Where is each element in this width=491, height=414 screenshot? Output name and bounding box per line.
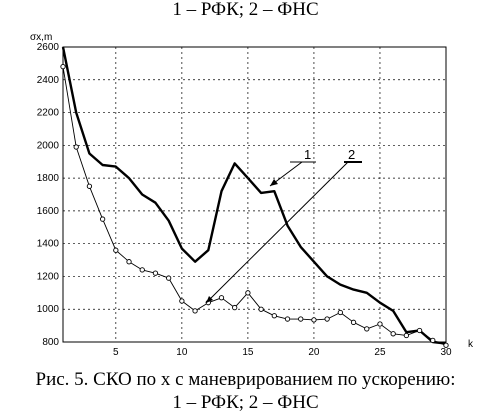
x-tick-label: 20 xyxy=(308,347,320,358)
series-2-point xyxy=(403,332,410,339)
y-tick-label: 2000 xyxy=(37,140,60,151)
series-2-point xyxy=(60,64,66,70)
x-axis-label: k xyxy=(468,339,474,350)
series-2-point xyxy=(73,144,79,150)
series-1-line xyxy=(61,46,447,345)
x-axis-ticks: 5 10 15 20 25 30 xyxy=(113,347,452,358)
series-group xyxy=(60,46,449,348)
annotation-1-arrowhead xyxy=(270,179,278,186)
annotation-2-label: 2 xyxy=(348,147,355,162)
y-tick-label: 800 xyxy=(42,337,59,348)
series-2-point xyxy=(271,313,277,319)
y-tick-label: 2400 xyxy=(37,75,60,86)
series-2-point xyxy=(139,267,145,273)
series-2-point xyxy=(152,270,159,276)
grid xyxy=(63,46,447,343)
caption-legend: 1 – РФК; 2 – ФНС xyxy=(172,392,319,413)
y-tick-label: 2200 xyxy=(37,108,60,119)
series-2-point xyxy=(350,319,357,325)
y-axis-ticks: 800 1000 1200 1400 1600 1800 2000 2200 2400 2600 xyxy=(37,42,60,348)
figure-caption: Рис. 5. СКО по x с маневрированием по ус… xyxy=(35,369,456,390)
y-tick-label: 1400 xyxy=(37,239,60,250)
series-2-point xyxy=(86,183,93,189)
x-tick-label: 10 xyxy=(176,347,188,358)
series-2-point xyxy=(298,316,304,322)
y-tick-label: 1200 xyxy=(37,271,60,282)
series-2-point xyxy=(284,316,291,322)
annotation-2-arrowhead xyxy=(206,296,213,303)
series-2-point xyxy=(192,308,198,314)
x-tick-label: 30 xyxy=(440,347,452,358)
series-2-point xyxy=(430,337,436,344)
series-2-point xyxy=(377,321,383,327)
series-2-point xyxy=(364,326,370,332)
series-2-point xyxy=(443,342,449,348)
caption-top: 1 – РФК; 2 – ФНС xyxy=(172,0,319,20)
series-2-point xyxy=(390,331,396,337)
x-tick-label: 5 xyxy=(113,347,119,358)
y-tick-label: 1000 xyxy=(37,304,60,315)
series-2-point xyxy=(245,290,251,296)
series-2-point xyxy=(416,327,423,334)
series-2-point xyxy=(218,295,225,301)
series-2-point xyxy=(179,298,185,304)
annotation-2-leader xyxy=(205,161,349,304)
y-tick-label: 2600 xyxy=(37,42,60,53)
series-2-point xyxy=(337,309,343,316)
series-2-point xyxy=(258,306,264,312)
x-tick-label: 25 xyxy=(374,347,386,358)
series-2-point xyxy=(324,316,330,322)
series-2-point xyxy=(311,317,317,323)
y-axis-label: σx,m xyxy=(30,32,52,43)
series-2-point xyxy=(126,259,132,265)
y-tick-label: 1600 xyxy=(37,206,60,217)
x-tick-label: 15 xyxy=(242,347,254,358)
series-2-point xyxy=(99,216,106,222)
annotations: 1 2 xyxy=(205,147,362,304)
y-tick-label: 1800 xyxy=(37,173,60,184)
series-2-point xyxy=(232,304,238,311)
series-2-point xyxy=(166,275,172,281)
annotation-1-label: 1 xyxy=(304,147,311,162)
series-2-line xyxy=(62,66,447,346)
plot-frame xyxy=(62,46,447,343)
series-2-point xyxy=(113,247,119,253)
